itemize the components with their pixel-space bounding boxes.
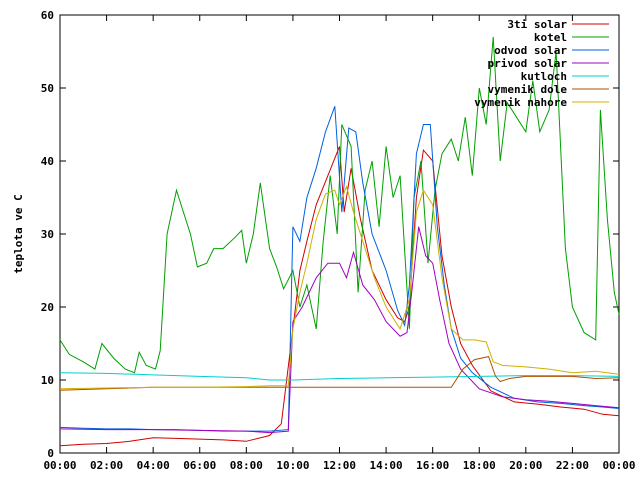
legend-label-vymenik-nahore: vymenik nahore xyxy=(474,96,567,109)
y-tick-label: 0 xyxy=(47,447,54,460)
y-tick-label: 60 xyxy=(41,9,54,22)
x-tick-label: 02:00 xyxy=(90,459,123,472)
x-tick-label: 06:00 xyxy=(183,459,216,472)
y-tick-label: 40 xyxy=(41,155,54,168)
y-axis: 0 10 20 30 40 50 60 xyxy=(41,9,619,460)
legend-label-3ti-solar: 3ti solar xyxy=(507,18,567,31)
series-line-vymenik-nahore xyxy=(59,185,620,390)
x-tick-label: 00:00 xyxy=(602,459,635,472)
y-tick-label: 20 xyxy=(41,301,54,314)
x-tick-label: 16:00 xyxy=(416,459,449,472)
y-axis-title: teplota ve C xyxy=(12,194,25,273)
series-line-kutloch xyxy=(59,372,620,381)
x-tick-label: 20:00 xyxy=(509,459,542,472)
legend-label-kotel: kotel xyxy=(534,31,567,44)
x-tick-label: 18:00 xyxy=(463,459,496,472)
series-line-odvod-solar xyxy=(59,106,620,432)
legend-label-kutloch: kutloch xyxy=(521,70,567,83)
x-axis: 00:00 02:00 04:00 06:00 08:00 10:00 12:00 14:00… xyxy=(43,15,636,472)
y-tick-label: 10 xyxy=(41,374,54,387)
series-line-kotel xyxy=(59,36,620,374)
x-tick-label: 14:00 xyxy=(370,459,403,472)
legend-label-vymenik-dole: vymenik dole xyxy=(488,83,568,96)
series-layer xyxy=(59,36,620,447)
x-tick-label: 22:00 xyxy=(556,459,589,472)
legend-label-privod-solar: privod solar xyxy=(488,57,568,70)
x-tick-label: 08:00 xyxy=(230,459,263,472)
x-tick-label: 04:00 xyxy=(137,459,170,472)
y-tick-label: 50 xyxy=(41,82,54,95)
x-tick-label: 10:00 xyxy=(276,459,309,472)
legend-label-odvod-solar: odvod solar xyxy=(494,44,567,57)
x-tick-label: 12:00 xyxy=(323,459,356,472)
series-line-privod-solar xyxy=(59,226,620,434)
y-tick-label: 30 xyxy=(41,228,54,241)
series-line-3ti-solar xyxy=(59,146,620,447)
x-tick-label: 00:00 xyxy=(43,459,76,472)
